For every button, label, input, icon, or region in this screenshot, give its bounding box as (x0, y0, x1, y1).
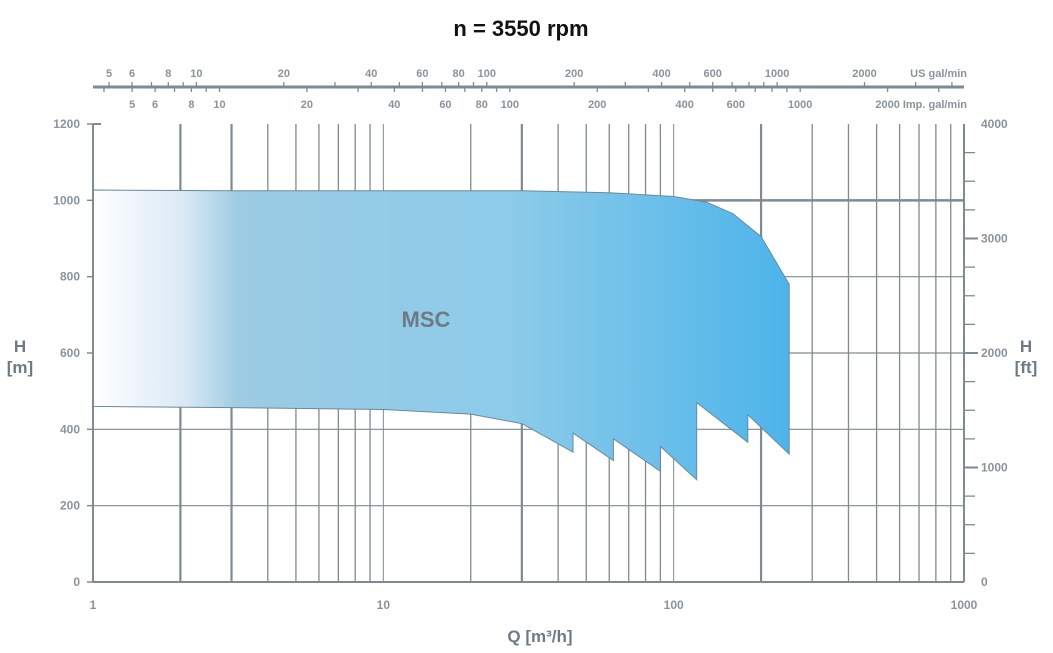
us-gal-tick-label-2000: 2000 (852, 68, 876, 80)
ft-tick-label-0: 0 (981, 575, 988, 589)
us-gal-tick-label-8: 8 (165, 68, 171, 80)
chart-axes (87, 82, 978, 583)
us-gal-tick-label-5: 5 (106, 68, 112, 80)
imp-gal-tick-label-80: 80 (476, 99, 488, 111)
us-gal-tick-label-1000: 1000 (765, 68, 789, 80)
y-axis-label-right: H [ft] (1015, 337, 1038, 377)
y-axis-label-left: H [m] (7, 337, 33, 377)
msc-performance-area (92, 189, 790, 481)
ft-tick-label-4000: 4000 (981, 117, 1008, 131)
imp-gal-tick-label-100: 100 (501, 99, 519, 111)
us-gal-tick-label-600: 600 (704, 68, 722, 80)
y-tick-label-1000: 1000 (53, 193, 80, 207)
ft-tick-label-1000: 1000 (981, 461, 1008, 475)
us-gal-tick-label-200: 200 (565, 68, 583, 80)
x-tick-label-1000: 1000 (951, 598, 978, 612)
us-gal-tick-label-10: 10 (190, 68, 202, 80)
chart-title: n = 3550 rpm (453, 16, 588, 41)
ft-tick-label-2000: 2000 (981, 346, 1008, 360)
imp-gal-tick-label-200: 200 (588, 99, 606, 111)
x-tick-label-10: 10 (377, 598, 391, 612)
y-label-right-line1: H (1020, 337, 1032, 356)
us-gal-tick-label-100: 100 (478, 68, 496, 80)
x-tick-label-1: 1 (90, 598, 97, 612)
us-gal-tick-label-400: 400 (652, 68, 670, 80)
imp-gal-tick-label-400: 400 (675, 99, 693, 111)
y-tick-label-600: 600 (60, 346, 80, 360)
y-tick-label-0: 0 (73, 575, 80, 589)
y-tick-label-200: 200 (60, 499, 80, 513)
us-gal-tick-label-60: 60 (416, 68, 428, 80)
imp-gal-tick-label-20: 20 (301, 99, 313, 111)
y-tick-label-400: 400 (60, 422, 80, 436)
x-tick-label-100: 100 (664, 598, 684, 612)
imp-gal-tick-label-60: 60 (439, 99, 451, 111)
y-label-left-line1: H (14, 337, 26, 356)
y-tick-label-1200: 1200 (53, 117, 80, 131)
us-gal-tick-label-40: 40 (365, 68, 377, 80)
imp-gal-unit-label: Imp. gal/min (903, 99, 967, 111)
imp-gal-tick-label-40: 40 (388, 99, 400, 111)
imp-gal-tick-label-600: 600 (727, 99, 745, 111)
us-gal-tick-label-6: 6 (129, 68, 135, 80)
imp-gal-tick-label-5: 5 (129, 99, 135, 111)
imp-gal-tick-label-10: 10 (213, 99, 225, 111)
imp-gal-tick-label-2000: 2000 (875, 99, 899, 111)
y-label-right-line2: [ft] (1015, 358, 1038, 377)
us-gal-unit-label: US gal/min (910, 68, 967, 80)
imp-gal-tick-label-6: 6 (152, 99, 158, 111)
y-label-left-line2: [m] (7, 358, 33, 377)
region-label-msc: MSC (402, 307, 451, 332)
x-axis-label: Q [m³/h] (507, 627, 572, 646)
imp-gal-tick-label-8: 8 (188, 99, 194, 111)
us-gal-tick-label-20: 20 (278, 68, 290, 80)
us-gal-tick-label-80: 80 (453, 68, 465, 80)
ft-tick-label-3000: 3000 (981, 232, 1008, 246)
imp-gal-tick-label-1000: 1000 (788, 99, 812, 111)
y-tick-label-800: 800 (60, 270, 80, 284)
